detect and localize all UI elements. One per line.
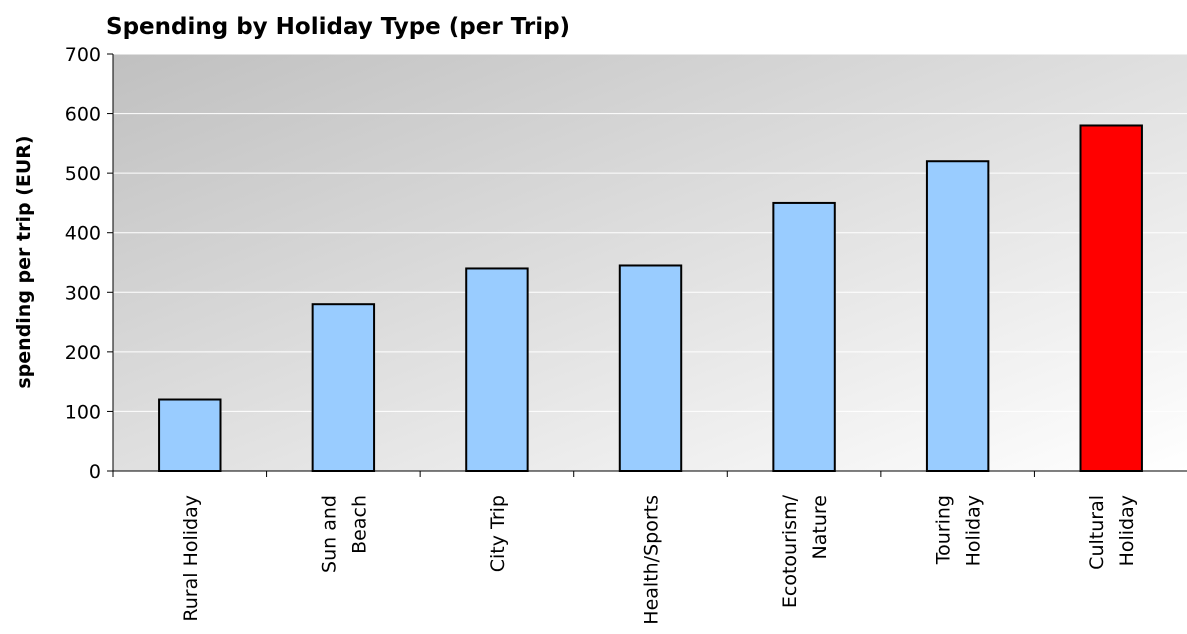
x-tick-label: City Trip bbox=[487, 495, 509, 572]
y-tick-label: 500 bbox=[65, 163, 101, 185]
bar bbox=[465, 267, 529, 473]
bar bbox=[1079, 124, 1143, 472]
x-tick-label: Health/Sports bbox=[641, 495, 663, 625]
y-tick-label: 300 bbox=[65, 282, 101, 304]
x-tick-label: Holiday bbox=[963, 495, 985, 566]
x-tick-label: Beach bbox=[348, 495, 370, 554]
x-tick-label: Sun and bbox=[318, 495, 340, 573]
x-tick-label: Ecotourism/ bbox=[779, 494, 801, 608]
y-tick-label: 700 bbox=[65, 44, 101, 66]
x-tick-label: Touring bbox=[933, 495, 955, 565]
chart-title: Spending by Holiday Type (per Trip) bbox=[106, 14, 571, 40]
bar bbox=[618, 264, 683, 472]
bar bbox=[311, 303, 376, 473]
bar bbox=[925, 160, 990, 472]
x-tick-label: Nature bbox=[809, 495, 831, 559]
y-tick-label: 600 bbox=[65, 104, 101, 126]
bar bbox=[158, 398, 222, 472]
y-tick-label: 100 bbox=[65, 401, 101, 423]
x-tick-label: Cultural bbox=[1086, 495, 1108, 570]
bar bbox=[772, 201, 836, 473]
x-tick-label: Rural Holiday bbox=[180, 495, 202, 622]
x-tick-label: Holiday bbox=[1116, 495, 1138, 566]
y-tick-label: 400 bbox=[65, 223, 101, 245]
y-tick-label: 200 bbox=[65, 342, 101, 364]
y-tick-label: 0 bbox=[89, 461, 101, 483]
